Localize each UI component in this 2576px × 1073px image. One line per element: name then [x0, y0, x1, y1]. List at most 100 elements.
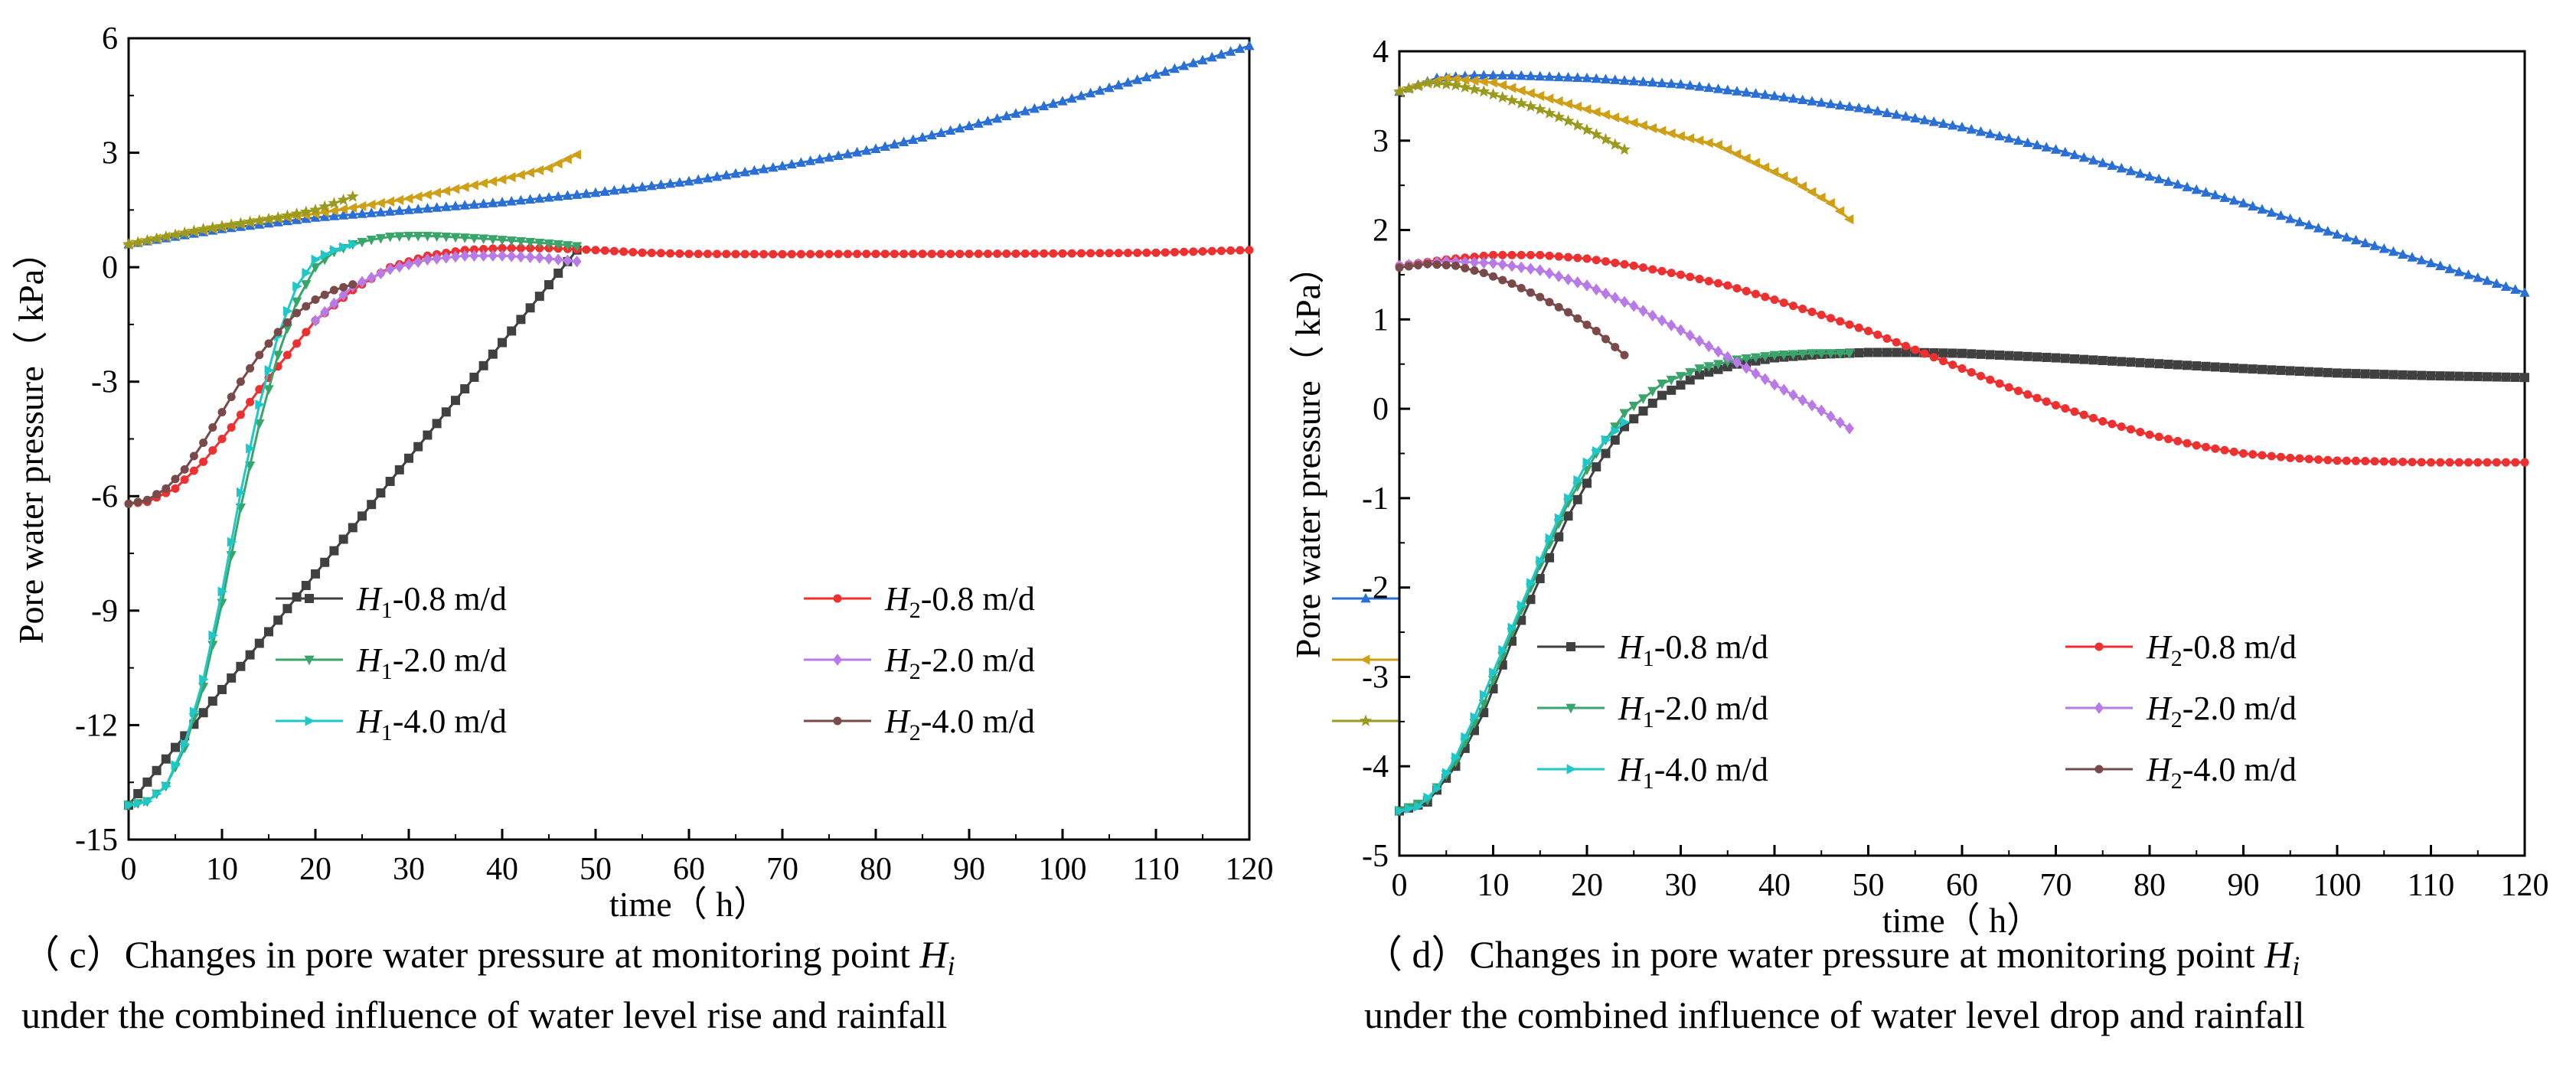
data-point-marker: [1123, 248, 1132, 257]
data-point-marker: [1592, 327, 1601, 336]
data-point-marker: [2379, 457, 2388, 466]
data-point-marker: [1582, 320, 1592, 329]
data-point-marker: [516, 315, 526, 325]
data-point-marker: [1057, 96, 1068, 106]
x-tick-label: 120: [1226, 852, 1274, 887]
x-tick-label: 60: [1946, 868, 1978, 903]
data-point-marker: [1704, 367, 1714, 377]
data-point-marker: [2182, 181, 2192, 191]
data-point-marker: [1536, 556, 1546, 566]
data-point-marker: [376, 488, 386, 498]
data-point-marker: [1458, 80, 1471, 93]
data-point-marker: [2229, 447, 2238, 456]
data-point-marker: [1151, 69, 1161, 79]
legend-marker: [305, 716, 315, 726]
data-point-marker: [459, 233, 470, 243]
data-point-marker: [1704, 276, 1713, 285]
data-point-marker: [1592, 462, 1601, 472]
data-point-marker: [1648, 265, 1657, 274]
data-point-marker: [1105, 249, 1114, 258]
data-point-marker: [1864, 327, 1872, 336]
series-c-H3_4_0: [122, 190, 359, 249]
data-point-marker: [1516, 70, 1526, 80]
data-point-marker: [2183, 360, 2192, 370]
data-point-marker: [1432, 783, 1443, 794]
data-point-marker: [1564, 253, 1572, 262]
data-point-marker: [1911, 345, 1920, 354]
legend-item-H2_2_0: H2-2.0 m/d: [804, 641, 1035, 684]
x-axis-label: time（ h）: [1882, 901, 2042, 940]
data-point-marker: [1535, 264, 1545, 276]
data-point-marker: [2427, 458, 2435, 467]
y-axis-label: Pore water pressure（ kPa）: [1288, 249, 1327, 658]
data-point-marker: [2473, 272, 2483, 282]
legend-marker: [1566, 642, 1575, 651]
data-point-marker: [525, 251, 535, 263]
data-point-marker: [1244, 40, 1255, 51]
data-point-marker: [870, 143, 881, 153]
data-point-marker: [394, 260, 404, 273]
data-point-marker: [1206, 51, 1217, 62]
y-axis-label: Pore water pressure（ kPa）: [11, 234, 51, 644]
series-c-H2_2_0: [311, 249, 582, 327]
data-point-marker: [1544, 71, 1555, 81]
x-tick-label: 0: [121, 852, 137, 887]
data-point-marker: [478, 360, 488, 370]
data-point-marker: [2473, 458, 2483, 467]
data-point-marker: [1404, 804, 1415, 814]
legend-label: H2-4.0 m/d: [2146, 751, 2297, 794]
data-point-marker: [339, 282, 348, 292]
data-point-marker: [1693, 135, 1704, 146]
data-point-marker: [1609, 112, 1620, 123]
data-point-marker: [1685, 80, 1696, 90]
data-point-marker: [328, 197, 341, 209]
data-point-marker: [1620, 259, 1629, 269]
data-point-marker: [1010, 108, 1021, 118]
legend-label: H1-0.8 m/d: [1618, 628, 1768, 671]
y-tick-label: -5: [1362, 839, 1389, 874]
data-point-marker: [1582, 254, 1592, 263]
data-point-marker: [787, 249, 796, 259]
data-point-marker: [1525, 88, 1535, 99]
y-tick-label: -3: [91, 365, 118, 400]
data-point-marker: [526, 243, 535, 253]
data-point-marker: [1545, 267, 1554, 279]
data-point-marker: [143, 796, 153, 807]
data-point-marker: [2416, 254, 2427, 265]
y-tick-label: 4: [1373, 34, 1389, 70]
data-point-marker: [180, 475, 189, 484]
data-point-marker: [1695, 334, 1704, 347]
data-point-marker: [142, 777, 152, 787]
x-tick-label: 110: [2408, 868, 2454, 903]
data-point-marker: [721, 169, 732, 180]
data-point-marker: [2483, 372, 2492, 382]
data-point-marker: [1573, 314, 1582, 323]
data-point-marker: [2135, 357, 2145, 367]
data-point-marker: [124, 499, 133, 508]
data-point-marker: [2463, 371, 2473, 381]
data-point-marker: [1461, 732, 1471, 742]
data-point-marker: [740, 249, 749, 259]
data-point-marker: [2107, 356, 2117, 366]
data-point-marker: [1440, 77, 1453, 90]
data-point-marker: [1468, 75, 1479, 86]
data-point-marker: [2303, 219, 2314, 230]
data-point-marker: [1470, 256, 1479, 269]
data-point-marker: [684, 175, 694, 186]
y-tick-label: -12: [75, 708, 118, 743]
data-point-marker: [1441, 768, 1452, 778]
caption-d-line-2: under the combined influence of water le…: [1364, 993, 2305, 1036]
data-point-marker: [199, 674, 209, 685]
data-point-marker: [1086, 87, 1096, 98]
data-point-marker: [189, 452, 198, 461]
data-point-marker: [1489, 272, 1497, 281]
data-point-marker: [1414, 801, 1424, 812]
data-point-marker: [188, 224, 201, 236]
data-point-marker: [432, 253, 442, 265]
data-point-marker: [1489, 250, 1497, 259]
data-point-marker: [1524, 99, 1537, 112]
data-point-marker: [1788, 350, 1799, 360]
data-point-marker: [413, 204, 423, 214]
data-point-marker: [955, 249, 965, 259]
data-point-marker: [1571, 119, 1584, 131]
